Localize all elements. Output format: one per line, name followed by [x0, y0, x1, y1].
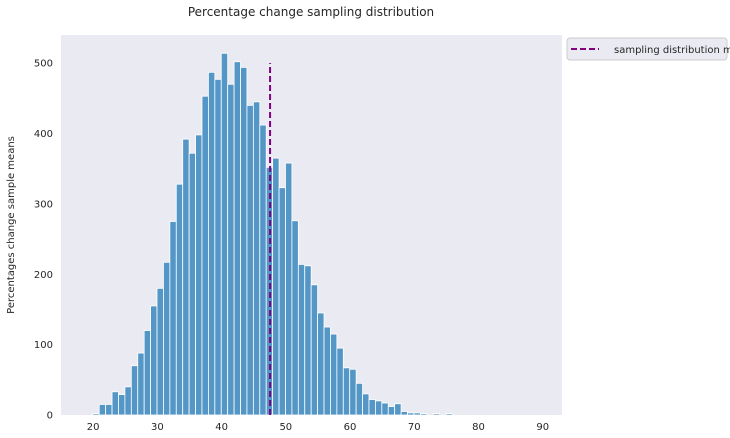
histogram-bar	[111, 391, 119, 416]
histogram-bar	[156, 287, 164, 416]
histogram-bar	[201, 95, 209, 416]
y-axis-label: Percentages change sample means	[6, 136, 17, 314]
x-tick-label: 90	[536, 422, 549, 433]
x-tick-label: 60	[344, 422, 357, 433]
histogram-bar	[394, 403, 402, 416]
histogram-bar	[92, 413, 100, 416]
histogram-bar	[323, 326, 331, 416]
histogram-bar	[336, 347, 344, 416]
histogram-bar	[208, 71, 216, 416]
histogram-bar	[342, 367, 351, 416]
histogram-bar	[259, 124, 267, 416]
histogram-bar	[169, 221, 177, 416]
y-axis: 0 100 200 300 400 500	[34, 59, 53, 422]
histogram-bar	[246, 104, 254, 416]
y-tick-label: 500	[34, 59, 53, 70]
x-tick-label: 40	[215, 422, 228, 433]
histogram-bar	[413, 412, 421, 416]
legend-label: sampling distribution mean	[614, 45, 730, 56]
legend-box	[566, 37, 728, 61]
histogram-bar	[419, 413, 428, 416]
histogram-bar	[137, 352, 145, 416]
x-tick-label: 80	[472, 422, 485, 433]
histogram-bar	[163, 261, 171, 416]
histogram-bar	[233, 61, 241, 416]
histogram-bar	[330, 333, 338, 416]
histogram-bar	[368, 399, 376, 416]
y-tick-label: 300	[34, 199, 53, 210]
histogram-bar	[98, 404, 107, 416]
histogram-bar	[150, 305, 158, 416]
histogram-bar	[400, 411, 408, 416]
histogram-bar	[285, 162, 293, 416]
histogram-bar	[220, 52, 229, 416]
y-tick-label: 100	[34, 340, 53, 351]
histogram-bar	[317, 312, 325, 416]
histogram-bar	[387, 406, 396, 416]
x-tick-label: 70	[408, 422, 421, 433]
histogram-bar	[188, 152, 196, 416]
x-tick-label: 20	[87, 422, 100, 433]
bars-group	[92, 52, 453, 416]
histogram-bar	[272, 157, 280, 416]
y-tick-label: 0	[47, 411, 53, 422]
histogram-bar	[118, 394, 126, 416]
x-axis: 20 30 40 50 60 70 80 90	[87, 422, 549, 433]
legend: sampling distribution mean	[566, 37, 730, 61]
histogram-bar	[143, 330, 152, 416]
histogram-bar	[278, 187, 286, 416]
histogram-bar	[407, 412, 415, 416]
histogram-bar	[381, 402, 389, 416]
y-tick-label: 400	[34, 129, 53, 140]
histogram-bar	[240, 66, 248, 416]
histogram-bar	[124, 386, 132, 416]
histogram-bar	[349, 368, 357, 416]
histogram-bar	[227, 83, 235, 416]
histogram-bar	[355, 382, 363, 416]
histogram-bar	[297, 264, 306, 416]
histogram-bar	[182, 138, 190, 416]
y-tick-label: 200	[34, 270, 53, 281]
x-tick-label: 30	[151, 422, 164, 433]
histogram-bar	[214, 78, 222, 416]
histogram-bar	[175, 183, 184, 416]
histogram-bar	[130, 365, 139, 416]
x-tick-label: 50	[279, 422, 292, 433]
chart-title: Percentage change sampling distribution	[188, 5, 434, 19]
histogram-bar	[445, 413, 453, 416]
histogram-bar	[195, 134, 203, 416]
histogram-bar	[304, 265, 312, 416]
histogram-bar	[375, 400, 383, 416]
histogram-bar	[105, 404, 113, 416]
histogram-bar	[432, 413, 441, 416]
histogram-bar	[362, 393, 370, 416]
histogram-bar	[252, 101, 261, 416]
histogram-bar	[291, 220, 299, 416]
histogram-bar	[310, 284, 319, 416]
